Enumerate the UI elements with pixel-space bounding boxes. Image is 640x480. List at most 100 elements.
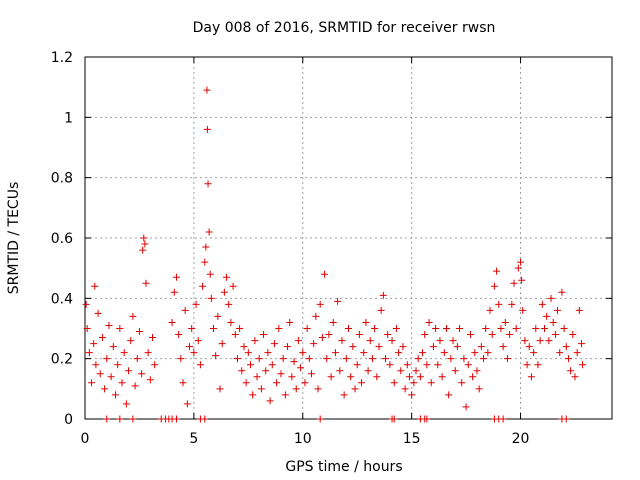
data-point <box>329 318 337 326</box>
data-point <box>429 343 437 351</box>
data-point <box>419 349 427 357</box>
data-point <box>536 337 544 345</box>
data-point <box>116 325 124 332</box>
y-tick-labels: 0 0.2 0.4 0.6 0.8 1 1.2 <box>51 50 73 428</box>
data-point <box>486 306 494 314</box>
data-point <box>521 337 529 345</box>
data-point <box>138 370 146 378</box>
data-point <box>321 270 329 278</box>
data-point <box>427 379 435 387</box>
data-point <box>94 309 102 317</box>
data-point <box>194 337 202 345</box>
data-point <box>342 355 350 363</box>
data-point <box>139 246 147 254</box>
data-point <box>323 355 331 363</box>
data-point <box>334 297 342 305</box>
data-point <box>312 312 320 320</box>
data-point <box>519 306 527 314</box>
data-point <box>218 340 226 348</box>
data-point <box>88 379 96 387</box>
data-point <box>266 397 274 405</box>
data-point <box>85 349 93 357</box>
data-point <box>523 361 531 369</box>
data-point <box>508 300 516 308</box>
data-point <box>438 373 446 381</box>
data-point <box>562 343 570 351</box>
data-point-zero <box>390 415 398 423</box>
data-point <box>495 300 503 308</box>
data-point <box>482 325 490 332</box>
data-point <box>527 373 535 381</box>
data-point <box>146 376 154 384</box>
data-point <box>168 318 176 326</box>
data-point <box>395 349 403 357</box>
data-point <box>231 331 239 339</box>
data-point <box>122 400 130 408</box>
data-point <box>514 264 522 272</box>
data-point <box>105 321 113 329</box>
data-point <box>223 273 231 281</box>
y-tick-label: 0.6 <box>51 231 73 247</box>
data-point <box>294 337 302 345</box>
data-point <box>238 367 246 375</box>
data-point <box>284 343 292 351</box>
data-point <box>560 325 568 332</box>
data-point <box>262 367 270 375</box>
data-point <box>142 279 150 287</box>
data-point <box>349 343 357 351</box>
data-point <box>532 325 540 332</box>
data-point <box>327 373 335 381</box>
data-point <box>275 325 283 332</box>
data-point <box>442 325 450 332</box>
data-point <box>379 291 387 299</box>
data-point <box>290 358 298 366</box>
data-point <box>447 355 455 363</box>
data-point <box>281 391 289 399</box>
data-point <box>253 373 261 381</box>
data-point <box>144 349 152 357</box>
data-point <box>205 228 213 236</box>
data-point <box>573 349 581 357</box>
x-axis-label: GPS time / hours <box>285 459 402 475</box>
data-point <box>493 267 501 275</box>
data-point <box>501 318 509 326</box>
data-point <box>91 282 99 290</box>
data-point <box>390 379 398 387</box>
data-point <box>397 367 405 375</box>
grid-lines <box>85 57 612 419</box>
data-point <box>307 370 315 378</box>
y-tick-label: 1.2 <box>51 50 73 66</box>
y-tick-label: 1 <box>64 110 73 126</box>
data-point <box>318 334 326 342</box>
data-point <box>464 361 472 369</box>
data-point <box>183 400 191 408</box>
data-point <box>355 331 363 339</box>
data-point <box>133 355 141 363</box>
data-point <box>414 355 422 363</box>
data-point <box>120 349 128 357</box>
data-point <box>368 355 376 363</box>
y-tick-label: 0.2 <box>51 352 73 368</box>
data-point <box>338 337 346 345</box>
data-point <box>212 352 220 360</box>
plot-frame <box>84 56 613 420</box>
data-point <box>201 258 209 266</box>
data-point <box>118 379 126 387</box>
data-point <box>458 379 466 387</box>
data-point <box>225 300 233 308</box>
data-point <box>530 349 538 357</box>
data-point <box>199 282 207 290</box>
data-point <box>233 355 241 363</box>
data-point <box>249 391 257 399</box>
data-point <box>301 379 309 387</box>
data-point <box>214 312 222 320</box>
data-point-zero <box>562 415 570 423</box>
data-point <box>475 385 483 393</box>
data-point <box>179 379 187 387</box>
data-point <box>135 328 143 336</box>
data-point <box>462 403 470 411</box>
data-point <box>569 331 577 339</box>
x-tick-label: 10 <box>294 431 312 447</box>
data-point <box>240 343 248 351</box>
data-point <box>449 337 457 345</box>
